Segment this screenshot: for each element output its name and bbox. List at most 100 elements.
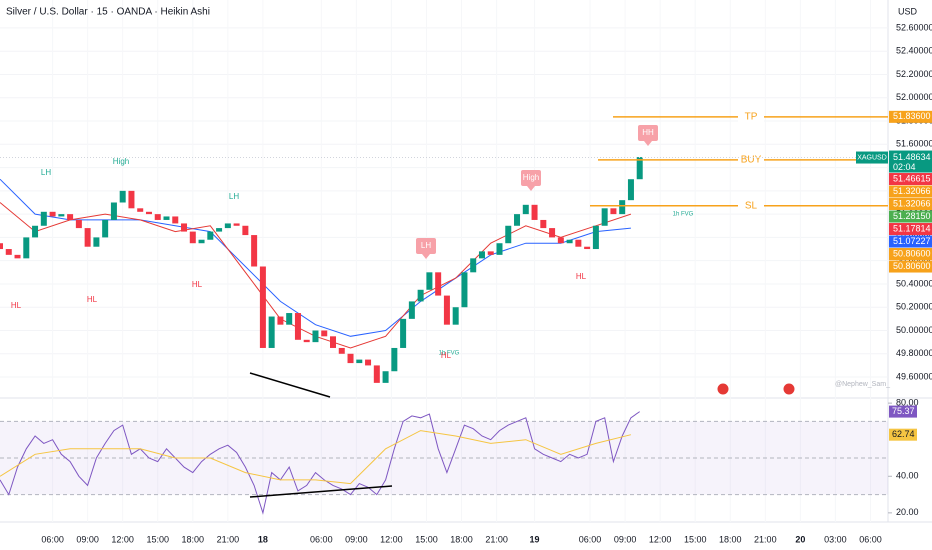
candle xyxy=(207,231,214,240)
level-label: SL xyxy=(745,200,758,211)
x-tick-label: 21:00 xyxy=(754,534,777,544)
annotation: 1h FVG xyxy=(673,212,694,218)
trendline xyxy=(249,372,331,398)
candle xyxy=(216,228,223,232)
candle xyxy=(172,216,179,224)
candle xyxy=(189,231,196,244)
candle xyxy=(435,272,442,296)
candle xyxy=(356,359,363,364)
x-tick-label: 06:00 xyxy=(859,534,882,544)
annotation: HL xyxy=(11,301,22,310)
x-tick-label: 21:00 xyxy=(485,534,508,544)
candle xyxy=(514,214,521,226)
x-tick-label: 12:00 xyxy=(111,534,134,544)
price-tag xyxy=(889,173,932,186)
badge-pointer xyxy=(422,254,430,259)
y-tick-label: 50.60000 xyxy=(896,255,932,265)
candle xyxy=(312,330,319,343)
x-tick-label: 18:00 xyxy=(182,534,205,544)
candle xyxy=(627,179,634,201)
candle xyxy=(557,237,564,244)
candle xyxy=(531,204,538,220)
badge-label: High xyxy=(523,173,539,182)
candle xyxy=(49,211,56,217)
countdown: 02:04 xyxy=(893,162,916,172)
event-flag[interactable] xyxy=(782,382,796,396)
level-label-bg xyxy=(738,153,764,166)
level-label: TP xyxy=(745,111,758,122)
candle xyxy=(259,266,266,348)
candle xyxy=(110,202,117,220)
candle xyxy=(505,225,512,244)
x-tick-label: 21:00 xyxy=(217,534,240,544)
price-tag-label: 51.46615 xyxy=(893,173,931,183)
y-tick-label: 80.00 xyxy=(896,397,919,407)
badge-label: HH xyxy=(642,128,654,137)
event-flag[interactable] xyxy=(716,382,730,396)
level-label-bg xyxy=(738,110,764,123)
current-price-label: 51.48634 xyxy=(893,152,931,162)
price-tag xyxy=(889,198,932,211)
rsi-tag-label: 75.37 xyxy=(892,406,915,416)
candle xyxy=(102,219,109,238)
price-tag xyxy=(889,185,932,198)
candle xyxy=(417,289,424,302)
candle xyxy=(549,228,556,238)
x-tick-label: 20 xyxy=(795,534,805,544)
y-tick-label: 40.00 xyxy=(896,471,919,481)
candle xyxy=(251,235,258,267)
candle xyxy=(32,225,39,238)
candle xyxy=(601,208,608,226)
price-tag-label: 51.83600 xyxy=(893,111,931,121)
candle xyxy=(408,301,415,319)
plot xyxy=(0,27,888,515)
line-series xyxy=(0,430,632,485)
price-tag-label: 50.80600 xyxy=(893,261,931,271)
candle xyxy=(321,330,328,337)
y-tick-label: 49.80000 xyxy=(896,348,932,358)
x-tick-label: 12:00 xyxy=(380,534,403,544)
candle xyxy=(268,316,275,348)
line-series xyxy=(0,411,640,515)
annotation: HL xyxy=(441,351,452,360)
x-tick-label: 18:00 xyxy=(450,534,473,544)
candle xyxy=(566,239,573,244)
candle xyxy=(294,313,301,340)
candle xyxy=(93,237,100,247)
candle xyxy=(478,251,485,259)
candle xyxy=(487,251,494,255)
price-tag xyxy=(889,223,932,236)
badge xyxy=(416,238,436,254)
price-tag xyxy=(889,110,932,123)
x-tick-label: 19 xyxy=(530,534,540,544)
candle xyxy=(636,157,643,180)
price-tag xyxy=(889,210,932,223)
candle xyxy=(452,307,459,325)
candle xyxy=(242,225,249,236)
candle xyxy=(575,239,582,247)
candle xyxy=(163,216,170,220)
x-tick-label: 18 xyxy=(258,534,268,544)
y-tick-label: 50.00000 xyxy=(896,325,932,335)
candle xyxy=(365,359,372,366)
candle xyxy=(584,246,591,250)
y-tick-label: 50.40000 xyxy=(896,278,932,288)
y-tick-label: 49.60000 xyxy=(896,371,932,381)
candle xyxy=(119,190,126,203)
candle xyxy=(461,272,468,308)
price-tag-label: 50.80600 xyxy=(893,248,931,258)
candle xyxy=(40,211,47,226)
x-tick-label: 15:00 xyxy=(146,534,169,544)
x-tick-label: 06:00 xyxy=(41,534,64,544)
y-tick-label: 52.60000 xyxy=(896,22,932,32)
candle xyxy=(619,200,626,215)
price-tag-label: 51.32066 xyxy=(893,186,931,196)
candle xyxy=(496,243,503,255)
y-tick-label: 51.60000 xyxy=(896,139,932,149)
candle xyxy=(592,225,599,250)
candle xyxy=(286,313,293,325)
x-tick-label: 06:00 xyxy=(310,534,333,544)
annotation: LH xyxy=(41,168,51,177)
candle xyxy=(224,223,231,229)
